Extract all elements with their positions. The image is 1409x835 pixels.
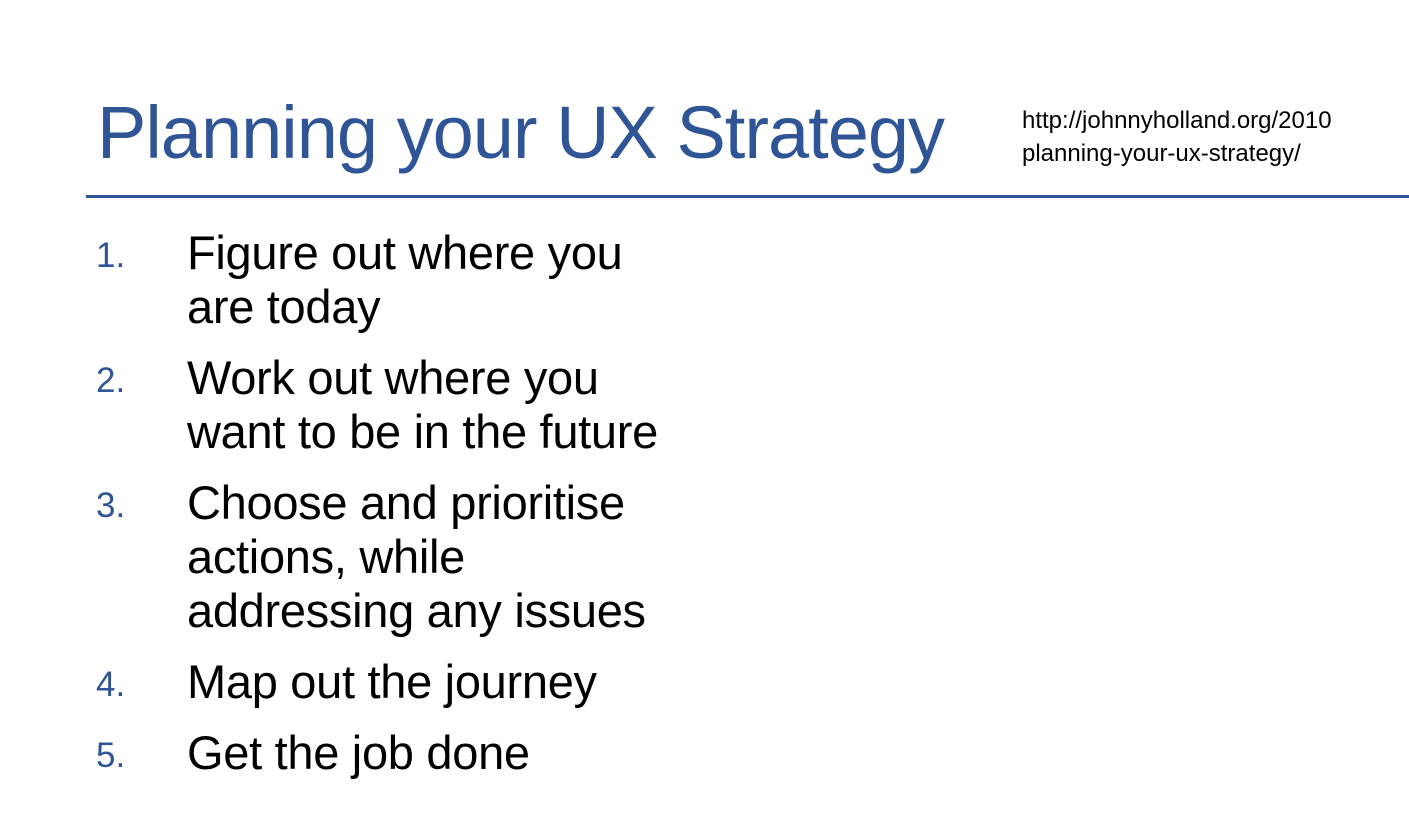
step-item-5: 5. Get the job done <box>96 726 807 780</box>
step-number: 2. <box>96 361 126 400</box>
step-item-4: 4. Map out the journey <box>96 655 807 709</box>
step-number: 3. <box>96 486 126 525</box>
source-link[interactable]: http://johnnyholland.org/2010 planning-y… <box>1022 104 1409 170</box>
slide-title: Planning your UX Strategy <box>97 91 945 174</box>
step-item-1: 1. Figure out where you are today <box>96 226 807 334</box>
step-text: Work out where you want to be in the fut… <box>187 351 658 458</box>
step-text: Map out the journey <box>187 655 597 708</box>
step-number: 5. <box>96 736 126 775</box>
source-link-line-1[interactable]: http://johnnyholland.org/2010 <box>1022 107 1332 134</box>
step-text: Choose and prioritise actions, while add… <box>187 476 646 637</box>
step-number: 1. <box>96 236 126 275</box>
title-divider <box>86 195 1409 198</box>
step-text: Get the job done <box>187 726 530 779</box>
source-link-line-2[interactable]: planning-your-ux-strategy/ <box>1022 140 1301 167</box>
step-item-3: 3. Choose and prioritise actions, while … <box>96 476 807 638</box>
steps-list: 1. Figure out where you are today 2. Wor… <box>96 226 807 797</box>
step-item-2: 2. Work out where you want to be in the … <box>96 351 807 459</box>
step-text: Figure out where you are today <box>187 226 623 333</box>
step-number: 4. <box>96 665 126 704</box>
